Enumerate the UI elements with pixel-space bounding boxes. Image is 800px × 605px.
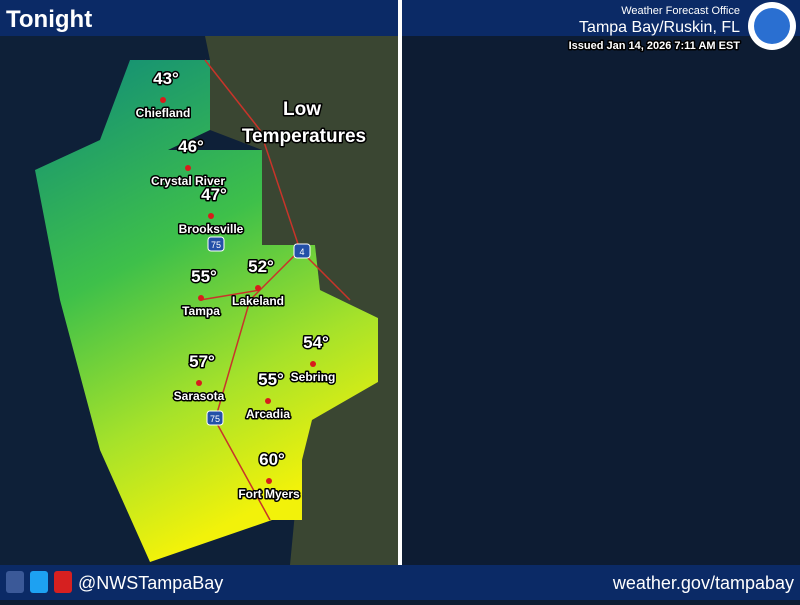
city-name: Sebring — [291, 370, 336, 384]
highway-label: 75 — [210, 414, 220, 424]
location: Tampa Bay/Ruskin, FL — [579, 19, 740, 36]
nws-logo-inner — [754, 8, 790, 44]
temperature-field — [35, 60, 378, 562]
panel-title: Temperatures — [242, 126, 366, 147]
highway-shield — [206, 410, 224, 426]
panel-title: Low — [283, 99, 321, 120]
twitter-icon[interactable] — [30, 571, 48, 593]
city-name: Tampa — [182, 304, 220, 318]
city-value: 52° — [248, 257, 274, 276]
city-dot — [310, 361, 316, 367]
city-dot — [196, 380, 202, 386]
city-dot — [208, 213, 214, 219]
city-dot — [185, 165, 191, 171]
map-panel: Low Temperatures 75 75 4 43° Chiefland 46° Cryst… — [0, 36, 398, 565]
city-name: Fort Myers — [238, 487, 300, 501]
city-value: 60° — [259, 450, 285, 469]
city-value: 47° — [201, 185, 227, 204]
roads — [199, 59, 351, 521]
city-value: 55° — [191, 267, 217, 286]
city-dot — [198, 295, 204, 301]
office: Weather Forecast Office — [621, 5, 740, 17]
website[interactable]: weather.gov/tampabay — [612, 573, 794, 593]
highway-shield — [207, 236, 225, 252]
city-name: Brooksville — [179, 222, 244, 236]
city-value: 46° — [178, 137, 204, 156]
highway-shield — [293, 243, 311, 259]
header-title: Tonight — [6, 6, 92, 33]
city-name: Lakeland — [232, 294, 284, 308]
footer-bar — [0, 565, 800, 600]
city-value: 57° — [189, 352, 215, 371]
facebook-icon[interactable] — [6, 571, 24, 593]
issued: Issued Jan 14, 2026 7:11 AM EST — [569, 40, 741, 52]
city-name: Chiefland — [136, 106, 191, 120]
city-dot — [255, 285, 261, 291]
highway-label: 75 — [211, 240, 221, 250]
highway-label: 4 — [299, 247, 304, 257]
city-name: Sarasota — [174, 389, 225, 403]
city-value: 55° — [258, 370, 284, 389]
city-value: 54° — [303, 333, 329, 352]
city-value: 43° — [153, 69, 179, 88]
social-handle[interactable]: @NWSTampaBay — [78, 573, 223, 593]
city-dot — [265, 398, 271, 404]
city-dot — [160, 97, 166, 103]
youtube-icon[interactable] — [54, 571, 72, 593]
land — [205, 36, 398, 565]
city-dot — [266, 478, 272, 484]
divider — [398, 0, 402, 600]
city-name: Arcadia — [246, 407, 290, 421]
city-name: Crystal River — [151, 174, 225, 188]
